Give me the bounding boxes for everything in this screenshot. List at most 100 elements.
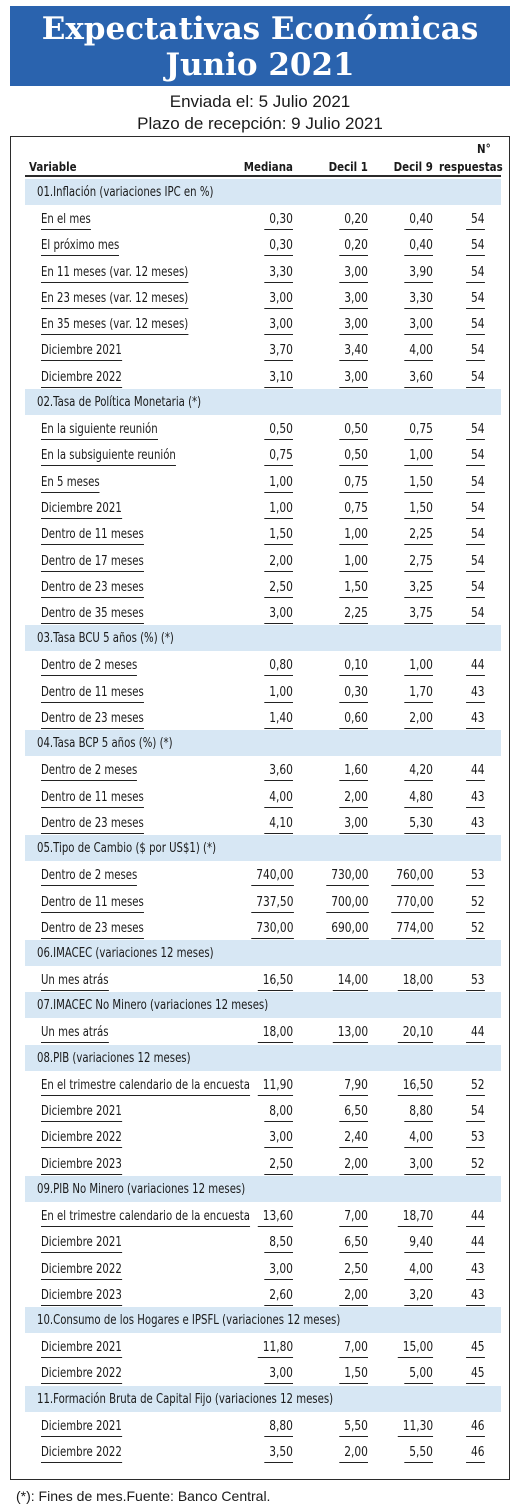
col-decil9: Decil 9 bbox=[393, 159, 433, 174]
row-label: En la siguiente reunión bbox=[41, 422, 158, 441]
section-header: 07.IMACEC No Minero (variaciones 12 mese… bbox=[25, 992, 501, 1019]
row-label: Dentro de 23 meses bbox=[41, 920, 144, 939]
table-row: Diciembre 2021 1,00 0,75 1,50 54 bbox=[25, 494, 501, 520]
responses-value: 53 bbox=[466, 868, 485, 887]
decil1-value: 2,00 bbox=[339, 1287, 368, 1306]
decil9-value: 4,20 bbox=[404, 763, 433, 782]
table-row: En 11 meses (var. 12 meses) 3,30 3,00 3,90 5… bbox=[25, 258, 501, 284]
responses-value: 53 bbox=[466, 973, 485, 992]
median-value: 3,70 bbox=[264, 343, 293, 362]
median-value: 8,80 bbox=[264, 1418, 293, 1437]
row-label: Diciembre 2023 bbox=[41, 1156, 122, 1175]
median-value: 3,00 bbox=[264, 290, 293, 309]
median-value: 18,00 bbox=[257, 1025, 294, 1044]
responses-value: 45 bbox=[466, 1366, 485, 1385]
median-value: 0,80 bbox=[264, 658, 293, 677]
responses-value: 54 bbox=[466, 212, 485, 230]
responses-value: 54 bbox=[466, 579, 485, 598]
decil9-value: 8,80 bbox=[404, 1104, 433, 1123]
decil1-value: 2,40 bbox=[339, 1130, 368, 1149]
responses-value: 54 bbox=[466, 474, 485, 493]
decil1-value: 5,50 bbox=[339, 1418, 368, 1437]
decil9-value: 770,00 bbox=[390, 894, 433, 913]
footnote: (*): Fines de mes.Fuente: Banco Central. bbox=[16, 1488, 271, 1504]
table-row: Diciembre 2022 3,00 1,50 5,00 45 bbox=[25, 1359, 501, 1385]
row-label: Diciembre 2021 bbox=[41, 500, 122, 519]
responses-value: 54 bbox=[466, 448, 485, 467]
responses-value: 43 bbox=[466, 684, 485, 703]
decil1-value: 3,00 bbox=[339, 290, 368, 309]
table-row: En el trimestre calendario de la encuest… bbox=[25, 1071, 501, 1097]
decil1-value: 0,10 bbox=[339, 658, 368, 677]
table-row: Un mes atrás 16,50 14,00 18,00 53 bbox=[25, 966, 501, 992]
table-row: Dentro de 23 meses 1,40 0,60 2,00 43 bbox=[25, 704, 501, 730]
decil9-value: 5,30 bbox=[404, 815, 433, 834]
responses-value: 54 bbox=[466, 527, 485, 546]
decil9-value: 4,00 bbox=[404, 343, 433, 362]
decil9-value: 4,80 bbox=[404, 789, 433, 808]
section-title: 06.IMACEC (variaciones 12 meses) bbox=[37, 946, 214, 962]
median-value: 16,50 bbox=[257, 973, 294, 992]
decil9-value: 1,00 bbox=[404, 448, 433, 467]
decil1-value: 2,25 bbox=[339, 606, 368, 625]
median-value: 0,30 bbox=[264, 238, 293, 257]
median-value: 2,60 bbox=[264, 1287, 293, 1306]
section-header: 09.PIB No Minero (variaciones 12 meses) bbox=[25, 1175, 501, 1202]
decil9-value: 5,50 bbox=[404, 1444, 433, 1463]
table-row: En 5 meses 1,00 0,75 1,50 54 bbox=[25, 468, 501, 494]
decil1-value: 7,00 bbox=[339, 1208, 368, 1227]
median-value: 3,30 bbox=[264, 264, 293, 283]
median-value: 2,50 bbox=[264, 1156, 293, 1175]
section-title: 03.Tasa BCU 5 años (%) (*) bbox=[37, 631, 174, 647]
responses-value: 44 bbox=[466, 763, 485, 782]
table-row: Dentro de 23 meses 730,00 690,00 774,00 52 bbox=[25, 914, 501, 940]
decil9-value: 5,00 bbox=[404, 1366, 433, 1385]
section-header: 10.Consumo de los Hogares e IPSFL (varia… bbox=[25, 1307, 501, 1334]
decil9-value: 1,50 bbox=[404, 474, 433, 493]
median-value: 737,50 bbox=[250, 894, 293, 913]
decil9-value: 15,00 bbox=[397, 1340, 434, 1359]
decil9-value: 3,00 bbox=[404, 317, 433, 336]
table-row: Diciembre 2021 8,50 6,50 9,40 44 bbox=[25, 1228, 501, 1254]
median-value: 3,00 bbox=[264, 1366, 293, 1385]
responses-value: 54 bbox=[466, 1104, 485, 1123]
decil9-value: 2,00 bbox=[404, 711, 433, 730]
median-value: 3,00 bbox=[264, 1130, 293, 1149]
decil9-value: 9,40 bbox=[404, 1235, 433, 1254]
row-label: En el mes bbox=[41, 212, 91, 230]
decil1-value: 7,90 bbox=[339, 1077, 368, 1096]
median-value: 1,50 bbox=[264, 527, 293, 546]
row-label: Diciembre 2022 bbox=[41, 1261, 122, 1280]
decil1-value: 700,00 bbox=[325, 894, 368, 913]
row-label: En el trimestre calendario de la encuest… bbox=[41, 1208, 250, 1227]
table-row: Diciembre 2021 11,80 7,00 15,00 45 bbox=[25, 1333, 501, 1359]
median-value: 13,60 bbox=[257, 1208, 294, 1227]
decil1-value: 0,20 bbox=[339, 212, 368, 230]
median-value: 1,00 bbox=[264, 684, 293, 703]
row-label: En 23 meses (var. 12 meses) bbox=[41, 290, 189, 309]
decil1-value: 1,60 bbox=[339, 763, 368, 782]
row-label: Dentro de 11 meses bbox=[41, 684, 144, 703]
row-label: En 5 meses bbox=[41, 474, 100, 493]
col-n-symbol: N° bbox=[477, 141, 491, 156]
row-label: Un mes atrás bbox=[41, 973, 109, 992]
decil1-value: 7,00 bbox=[339, 1340, 368, 1359]
responses-value: 43 bbox=[466, 1261, 485, 1280]
col-variable: Variable bbox=[29, 159, 77, 174]
decil9-value: 0,75 bbox=[404, 422, 433, 441]
table-row: El próximo mes 0,30 0,20 0,40 54 bbox=[25, 231, 501, 257]
decil9-value: 2,75 bbox=[404, 553, 433, 572]
decil1-value: 3,00 bbox=[339, 815, 368, 834]
responses-value: 44 bbox=[466, 1025, 485, 1044]
col-median: Mediana bbox=[243, 159, 293, 174]
table-row: Diciembre 2023 2,50 2,00 3,00 52 bbox=[25, 1150, 501, 1176]
decil1-value: 0,50 bbox=[339, 422, 368, 441]
decil9-value: 3,60 bbox=[404, 369, 433, 388]
row-label: Diciembre 2021 bbox=[41, 1340, 122, 1359]
table-header: Variable Mediana Decil 1 Decil 9 N° resp… bbox=[11, 137, 511, 177]
row-label: Dentro de 2 meses bbox=[41, 763, 138, 782]
responses-value: 43 bbox=[466, 789, 485, 808]
table-row: Diciembre 2021 8,80 5,50 11,30 46 bbox=[25, 1412, 501, 1438]
decil1-value: 3,00 bbox=[339, 369, 368, 388]
decil1-value: 0,20 bbox=[339, 238, 368, 257]
